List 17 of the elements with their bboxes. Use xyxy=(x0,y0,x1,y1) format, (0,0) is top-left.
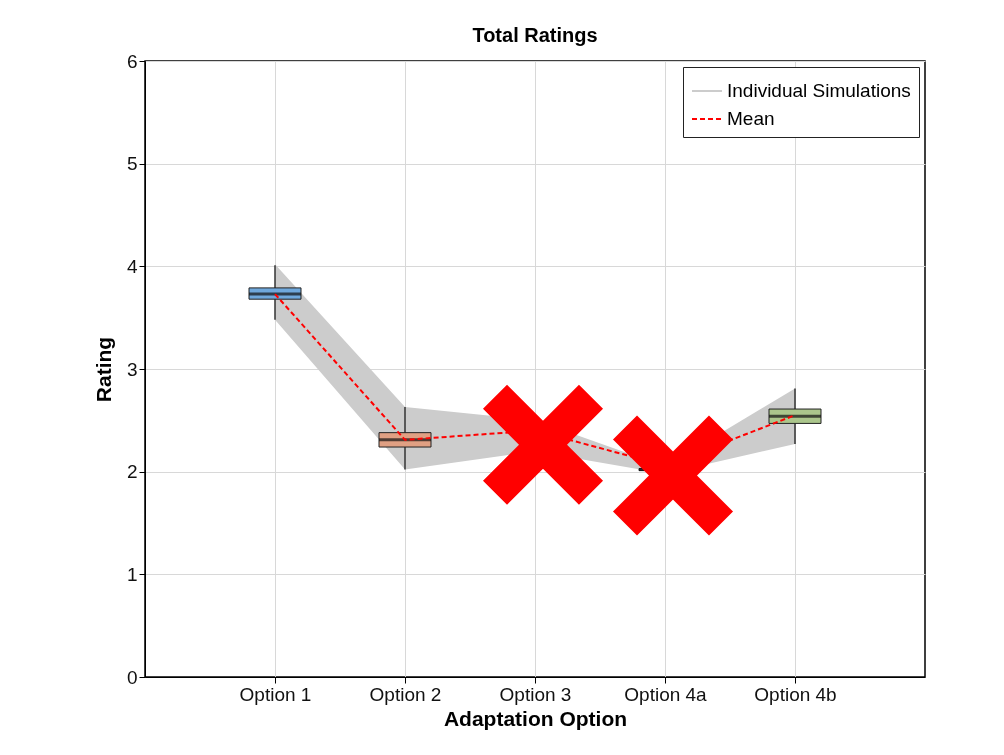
y-tick-label: 3 xyxy=(126,358,138,380)
y-tick-label: 2 xyxy=(126,461,138,483)
y-tick-label: 4 xyxy=(126,255,138,277)
x-tick-label: Option 4a xyxy=(624,683,708,705)
y-tick-label: 0 xyxy=(126,666,138,688)
chart-title: Total Ratings xyxy=(472,24,598,46)
legend-label: Mean xyxy=(727,108,775,129)
y-tick-label: 1 xyxy=(126,563,138,585)
y-axis-title: Rating xyxy=(91,336,115,403)
x-tick-label: Option 1 xyxy=(239,683,312,705)
legend-label: Individual Simulations xyxy=(727,80,911,101)
x-tick-label: Option 2 xyxy=(369,683,442,705)
x-tick-label: Option 3 xyxy=(499,683,572,705)
x-tick-label: Option 4b xyxy=(754,683,837,705)
x-axis-title: Adaptation Option xyxy=(443,706,628,730)
y-tick-label: 5 xyxy=(126,153,138,175)
y-tick-label: 6 xyxy=(126,50,138,72)
